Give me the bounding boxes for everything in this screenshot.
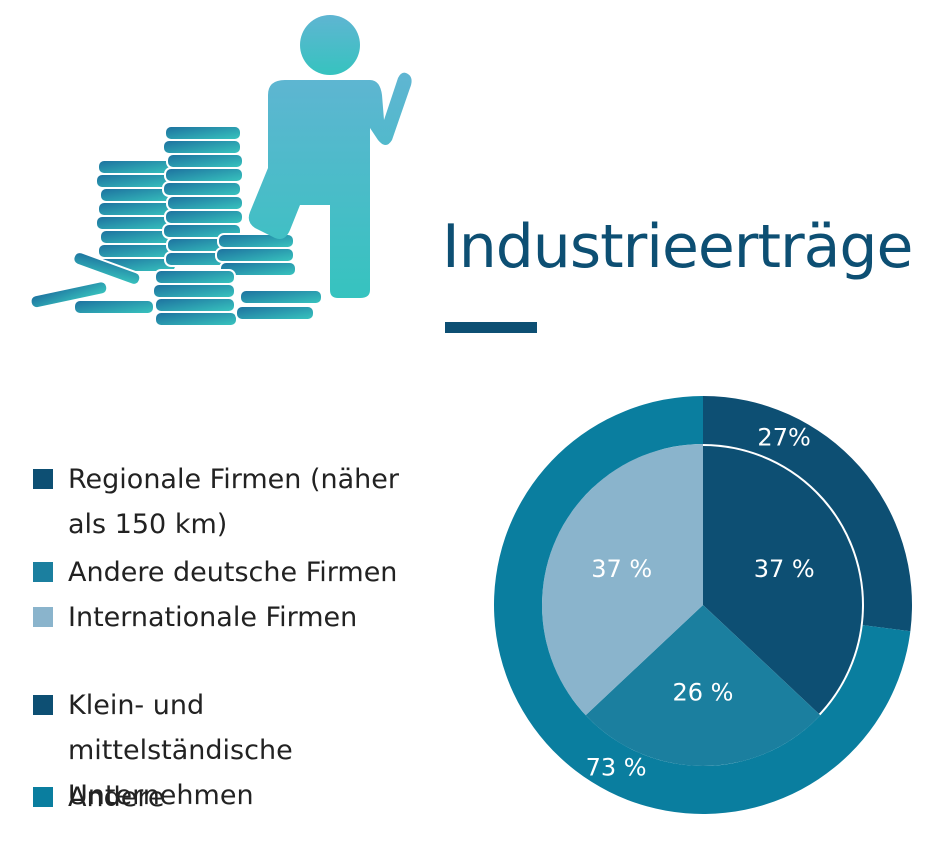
legend-label: Internationale Firmen xyxy=(68,602,358,633)
legend-item: Internationale Firmen xyxy=(33,595,433,640)
legend-label: Regionale Firmen (näher als 150 km) xyxy=(68,464,399,540)
legend-swatch xyxy=(33,695,53,715)
legend-label: Klein- und mittelständische Unternehmen xyxy=(68,690,293,811)
legend-swatch xyxy=(33,469,53,489)
legend-swatch xyxy=(33,607,53,627)
chart-title: Industrieerträge xyxy=(442,212,913,282)
data-label: 73 % xyxy=(586,753,647,781)
legend-label: Andere deutsche Firmen xyxy=(68,557,398,588)
data-label: 37 % xyxy=(754,555,815,583)
slice xyxy=(585,605,821,767)
legend-swatch xyxy=(33,787,53,807)
legend-item: Klein- und mittelständische Unternehmen xyxy=(33,683,433,818)
data-label: 26 % xyxy=(673,679,734,707)
legend-label: Andere xyxy=(68,782,165,813)
slice xyxy=(542,444,703,716)
illustration xyxy=(29,15,412,327)
title-underline xyxy=(445,322,537,333)
slice xyxy=(703,396,912,632)
legend-item: Regionale Firmen (näher als 150 km) xyxy=(33,457,433,547)
legend-swatch xyxy=(33,562,53,582)
legend-item: Andere xyxy=(33,775,433,820)
legend-item: Andere deutsche Firmen xyxy=(33,550,433,595)
data-label: 37 % xyxy=(591,555,652,583)
data-label: 27% xyxy=(757,424,810,452)
slice xyxy=(703,444,864,716)
